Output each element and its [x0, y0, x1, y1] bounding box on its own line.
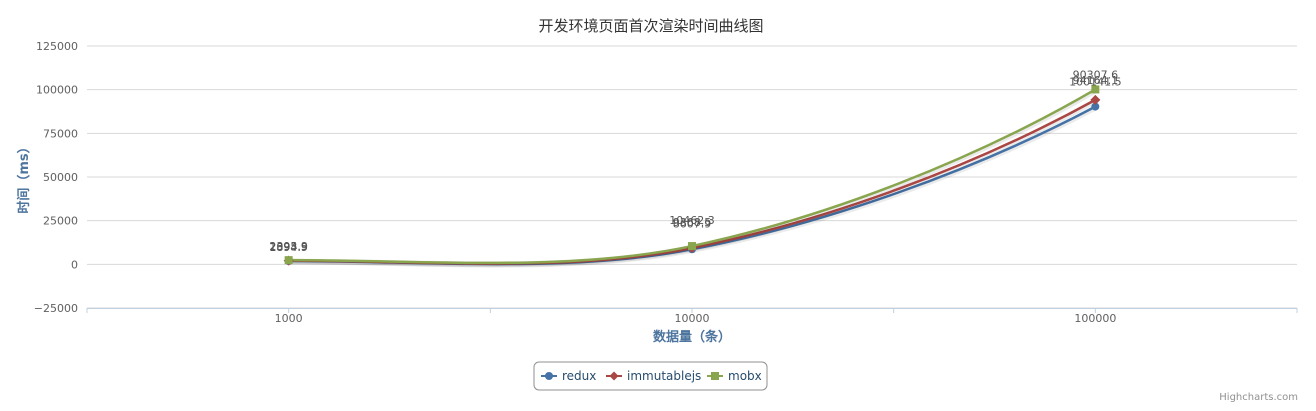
data-labels: 1894.9 8607.9 90307.6 2093.5 9368.5 94164.1 23…: [269, 69, 1121, 254]
x-axis: 1000 10000 100000: [86, 308, 1298, 325]
data-label-mobx-10000: 10462.3: [669, 214, 715, 227]
y-tick-label: 125000: [36, 40, 78, 53]
credits-link[interactable]: Highcharts.com: [1219, 392, 1298, 403]
series-line-shadow-redux: [289, 105, 1098, 268]
legend-marker: [545, 372, 553, 380]
data-label-immutablejs-100000: 94164.1: [1073, 74, 1119, 87]
series-line-mobx: [288, 88, 1096, 265]
marker-mobx-10000[interactable]: [688, 242, 696, 251]
legend-box: [533, 361, 768, 391]
series-markers: [283, 85, 1101, 266]
data-label-immutablejs-1000: 2093.5: [269, 241, 308, 254]
legend-marker: [711, 372, 719, 380]
marker-redux-100000[interactable]: [1091, 102, 1100, 111]
y-tick-label: 0: [71, 258, 78, 271]
legend-marker: [609, 371, 619, 381]
legend-label: mobx: [728, 369, 762, 383]
legend-item-redux[interactable]: redux: [541, 369, 596, 383]
data-label-redux-100000: 90307.6: [1073, 69, 1119, 82]
x-tick-label: 10000: [675, 312, 710, 325]
data-label-immutablejs-10000: 9368.5: [673, 216, 712, 229]
data-label-mobx-100000: 100141.5: [1069, 75, 1122, 88]
y-tick-label: 50000: [43, 171, 78, 184]
y-tick-label: 75000: [43, 127, 78, 140]
legend-item-immutablejs[interactable]: immutablejs: [606, 369, 701, 383]
marker-mobx-100000[interactable]: [1091, 85, 1100, 94]
data-label-redux-1000: 1894.9: [269, 241, 308, 254]
marker-mobx-1000[interactable]: [284, 256, 293, 265]
series-line-immutablejs: [288, 98, 1096, 265]
y-tick-label: 25000: [43, 215, 78, 228]
series-line-redux: [288, 105, 1096, 266]
legend-item-mobx[interactable]: mobx: [707, 369, 762, 383]
data-label-redux-10000: 8607.9: [673, 217, 712, 230]
y-axis-ticks: 125000 100000 75000 50000 25000 0 −25000: [34, 40, 78, 315]
marker-immutablejs-100000[interactable]: [1090, 94, 1101, 105]
y-tick-label: 100000: [36, 84, 78, 97]
x-axis-title: 数据量（条）: [653, 329, 731, 345]
legend-label: immutablejs: [627, 369, 701, 383]
x-tick-label: 100000: [1074, 312, 1116, 325]
x-tick-label: 1000: [275, 312, 303, 325]
y-tick-label: −25000: [34, 302, 78, 315]
legend: redux immutablejs mobx: [533, 361, 768, 391]
data-label-mobx-1000: 2395.9: [269, 240, 308, 253]
chart-title: 开发环境页面首次渲染时间曲线图: [538, 17, 763, 35]
legend-label: redux: [562, 369, 596, 383]
series-line-shadow-immutablejs: [289, 98, 1098, 268]
y-axis-title: 时间（ms）: [16, 140, 32, 213]
